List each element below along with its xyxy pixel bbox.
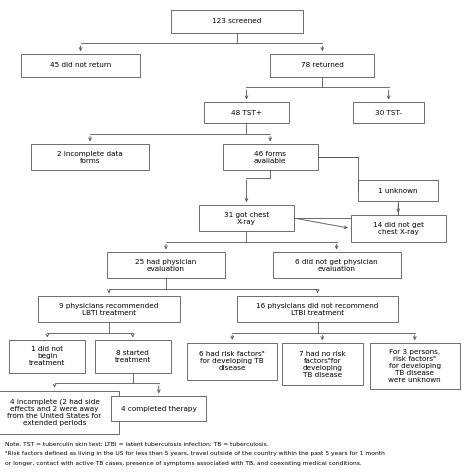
Bar	[38, 296, 180, 322]
Text: 123 screened: 123 screened	[212, 18, 262, 24]
Text: 30 TST-: 30 TST-	[375, 110, 402, 116]
Bar	[95, 340, 171, 373]
Text: ᵃRisk factors defined as living in the US for less than 5 years, travel outside : ᵃRisk factors defined as living in the U…	[5, 451, 384, 456]
Bar	[353, 102, 424, 123]
Bar	[187, 343, 277, 380]
Text: 46 forms
available: 46 forms available	[254, 151, 286, 164]
Bar	[370, 343, 460, 389]
Text: 4 completed therapy: 4 completed therapy	[121, 406, 197, 411]
Bar	[223, 144, 318, 170]
Bar	[21, 54, 140, 77]
Text: 16 physicians did not recommend
LTBI treatment: 16 physicians did not recommend LTBI tre…	[256, 302, 379, 316]
Bar	[273, 253, 401, 279]
Text: or longer, contact with active TB cases, presence of symptoms associated with TB: or longer, contact with active TB cases,…	[5, 461, 362, 466]
Text: 25 had physician
evaluation: 25 had physician evaluation	[135, 259, 197, 272]
Text: For 3 persons,
risk factorsᵃ
for developing
TB disease
were unknown: For 3 persons, risk factorsᵃ for develop…	[388, 349, 441, 383]
Bar	[9, 340, 85, 373]
Bar	[111, 396, 206, 421]
Text: 31 got chest
X-ray: 31 got chest X-ray	[224, 211, 269, 225]
Bar	[270, 54, 374, 77]
Bar	[237, 296, 398, 322]
Text: 45 did not return: 45 did not return	[50, 63, 111, 68]
Text: 78 returned: 78 returned	[301, 63, 344, 68]
Bar	[0, 391, 118, 434]
Text: 8 started
treatment: 8 started treatment	[115, 350, 151, 363]
Text: 14 did not get
chest X-ray: 14 did not get chest X-ray	[373, 222, 424, 235]
Text: 2 incomplete data
forms: 2 incomplete data forms	[57, 151, 123, 164]
Text: 7 had no risk
factorsᵃfor
developing
TB disease: 7 had no risk factorsᵃfor developing TB …	[299, 351, 346, 377]
Text: 48 TST+: 48 TST+	[231, 110, 262, 116]
Bar	[171, 10, 303, 33]
Text: 6 did not get physician
evaluation: 6 did not get physician evaluation	[295, 259, 378, 272]
Text: 1 unknown: 1 unknown	[378, 188, 418, 193]
Bar	[351, 215, 446, 242]
Bar	[204, 102, 289, 123]
Text: 9 physicians recommended
LBTI treatment: 9 physicians recommended LBTI treatment	[59, 302, 159, 316]
Bar	[199, 205, 294, 231]
Text: 1 did not
begin
treatment: 1 did not begin treatment	[29, 346, 65, 366]
Text: 4 incomplete (2 had side
effects and 2 were away
from the United States for
exte: 4 incomplete (2 had side effects and 2 w…	[8, 399, 101, 426]
Bar	[31, 144, 149, 170]
Text: 6 had risk factorsᵃ
for developing TB
disease: 6 had risk factorsᵃ for developing TB di…	[200, 351, 265, 371]
Text: Note. TST = tuberculin skin test; LTBI = latent tuberculosis infection; TB = tub: Note. TST = tuberculin skin test; LTBI =…	[5, 442, 268, 447]
Bar	[358, 180, 438, 201]
Bar	[282, 343, 363, 385]
Bar	[107, 253, 225, 279]
